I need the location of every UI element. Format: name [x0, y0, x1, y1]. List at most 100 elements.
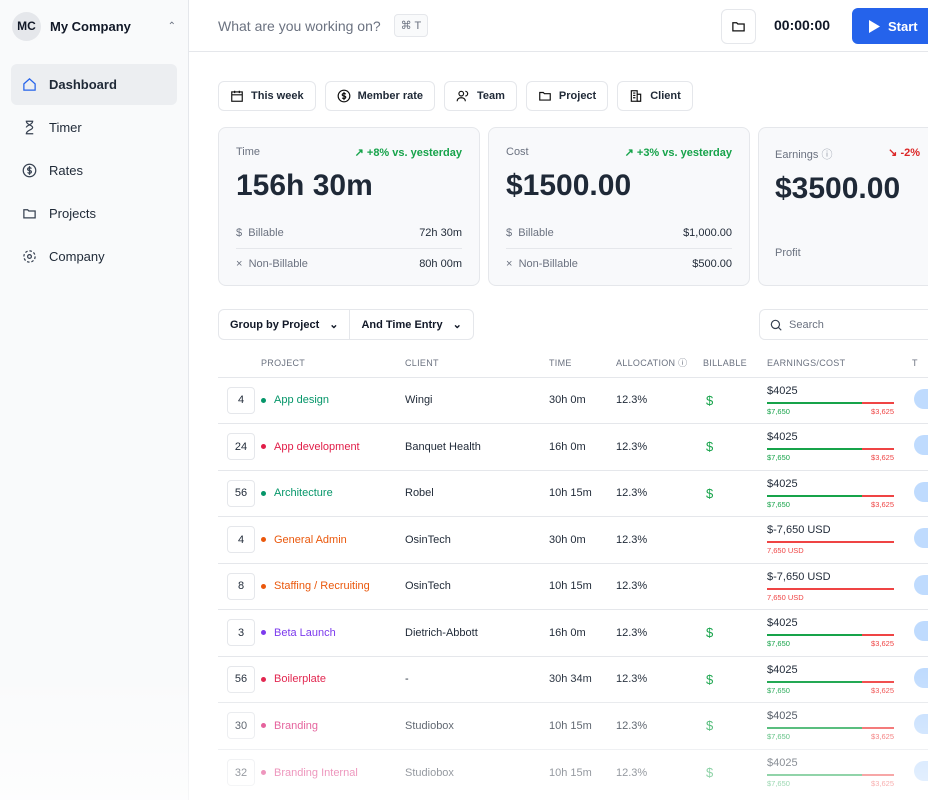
play-icon	[869, 19, 880, 33]
group-by-dropdown[interactable]: Group by Project ⌄	[230, 318, 339, 332]
start-label: Start	[888, 18, 918, 34]
company-switcher[interactable]: MC My Company ⌃	[0, 0, 188, 52]
entry-count[interactable]: 56	[227, 479, 255, 507]
dollar-icon: $	[506, 226, 513, 239]
entry-count[interactable]: 30	[227, 712, 255, 740]
project-name[interactable]: Beta Launch	[261, 609, 405, 656]
project-name[interactable]: Boilerplate	[261, 655, 405, 703]
table-row[interactable]: 24 App development Banquet Health 16h 0m…	[218, 423, 928, 470]
table-row[interactable]: 32 Branding Internal Studiobox 10h 15m 1…	[218, 748, 928, 796]
col-time[interactable]: TIME	[549, 357, 572, 368]
entry-count[interactable]: 24	[227, 433, 255, 461]
project-name[interactable]: Architecture	[261, 469, 405, 517]
client: Robel	[405, 469, 549, 517]
time: 10h 15m	[549, 702, 616, 749]
entry-count[interactable]: 3	[227, 619, 255, 647]
gear-icon	[23, 250, 36, 263]
col-billable[interactable]: BILLABLE	[703, 357, 747, 368]
project-picker-button[interactable]	[721, 9, 756, 44]
sidebar-item-timer[interactable]: Timer	[11, 107, 177, 148]
avatar	[914, 481, 928, 502]
col-project[interactable]: PROJECT	[261, 357, 306, 368]
trend: ↘ -2%	[888, 147, 920, 159]
sidebar-item-label: Dashboard	[49, 77, 117, 92]
time-card: Time ↗ +8% vs. yesterday 156h 30m $ Billa…	[218, 127, 480, 286]
task-input[interactable]: What are you working on?	[218, 17, 381, 34]
time: 30h 34m	[549, 655, 616, 703]
allocation: 12.3%	[616, 376, 703, 424]
trend: ↗ +8% vs. yesterday	[354, 147, 462, 159]
col-allocation[interactable]: ALLOCATION ⓘ	[616, 358, 688, 369]
filter-project[interactable]: Project	[525, 81, 609, 111]
table-row[interactable]: 30 Branding Studiobox 10h 15m 12.3% $ $4…	[218, 702, 928, 749]
time: 16h 0m	[549, 609, 616, 656]
project-color-dot	[261, 723, 266, 729]
client: OsinTech	[405, 516, 549, 563]
entry-count[interactable]: 4	[227, 386, 255, 414]
col-client[interactable]: CLIENT	[405, 357, 439, 368]
dollar-icon: $	[236, 226, 243, 239]
avatar	[914, 761, 928, 781]
project-color-dot	[261, 583, 266, 589]
project-name[interactable]: App design	[261, 376, 405, 424]
filter-this-week[interactable]: This week	[218, 81, 316, 111]
earnings-bar	[767, 774, 894, 776]
col-t[interactable]: T	[912, 357, 918, 368]
filter-member-rate[interactable]: Member rate	[324, 81, 435, 111]
allocation: 12.3%	[616, 562, 703, 610]
client: Wingi	[405, 376, 549, 424]
search-input[interactable]: Search	[759, 309, 928, 340]
project-name[interactable]: Branding	[261, 702, 405, 749]
entry-count[interactable]: 56	[227, 665, 255, 693]
client: Studiobox	[405, 702, 549, 749]
time: 10h 15m	[549, 562, 616, 610]
earnings-value: $-7,650 USD	[767, 570, 831, 583]
card-label: Cost	[506, 146, 529, 158]
entry-count[interactable]: 8	[227, 572, 255, 600]
allocation: 12.3%	[616, 609, 703, 656]
project-name[interactable]: App development	[261, 423, 405, 470]
and-time-entry-dropdown[interactable]: And Time Entry ⌄	[349, 310, 472, 339]
table-row[interactable]: 4 General Admin OsinTech 30h 0m 12.3% $-…	[218, 516, 928, 563]
client: Dietrich-Abbott	[405, 609, 549, 656]
project-color-dot	[261, 444, 266, 450]
table-row[interactable]: 3 Beta Launch Dietrich-Abbott 16h 0m 12.…	[218, 609, 928, 656]
hourglass-icon	[25, 120, 34, 135]
earnings-value: $4025	[767, 431, 798, 444]
avatar	[914, 621, 928, 642]
col-earnings[interactable]: EARNINGS/COST	[767, 357, 846, 368]
project-name[interactable]: Branding Internal	[261, 748, 405, 796]
calendar-icon	[231, 90, 243, 102]
sidebar-item-company[interactable]: Company	[11, 236, 177, 277]
table-row[interactable]: 56 Architecture Robel 10h 15m 12.3% $ $4…	[218, 469, 928, 517]
client: -	[405, 655, 549, 703]
sidebar-item-rates[interactable]: Rates	[11, 150, 177, 191]
avatar	[914, 435, 928, 456]
earnings-bar	[767, 401, 894, 404]
allocation: 12.3%	[616, 655, 703, 703]
earnings-bar	[767, 727, 894, 730]
start-button[interactable]: Start	[852, 8, 928, 44]
table-row[interactable]: 4 App design Wingi 30h 0m 12.3% $ $4025 $…	[218, 376, 928, 424]
card-label: Earnings	[775, 149, 819, 161]
sidebar-item-dashboard[interactable]: Dashboard	[11, 64, 177, 105]
top-bar: What are you working on? ⌘ T 00:00:00 St…	[189, 0, 928, 52]
folder-icon	[732, 22, 745, 32]
earnings-value: $-7,650 USD	[767, 524, 831, 537]
earnings-bar	[767, 494, 894, 497]
dollar-circle-icon	[337, 89, 350, 103]
project-color-dot	[261, 630, 266, 636]
entry-count[interactable]: 32	[227, 759, 255, 786]
filter-team[interactable]: Team	[444, 81, 517, 111]
table-row[interactable]: 8 Staffing / Recruiting OsinTech 10h 15m…	[218, 562, 928, 610]
entry-count[interactable]: 4	[227, 526, 255, 554]
project-name[interactable]: General Admin	[261, 516, 405, 563]
table-row[interactable]: 56 Boilerplate - 30h 34m 12.3% $ $4025 $7…	[218, 655, 928, 703]
sidebar-item-projects[interactable]: Projects	[11, 193, 177, 234]
project-name[interactable]: Staffing / Recruiting	[261, 562, 405, 610]
sidebar-item-label: Projects	[49, 206, 96, 221]
filter-client[interactable]: Client	[617, 81, 693, 111]
non-billable-row: × Non-Billable 80h 00m	[236, 248, 462, 279]
earnings-value: $4025	[767, 663, 798, 676]
card-label: Time	[236, 146, 261, 158]
